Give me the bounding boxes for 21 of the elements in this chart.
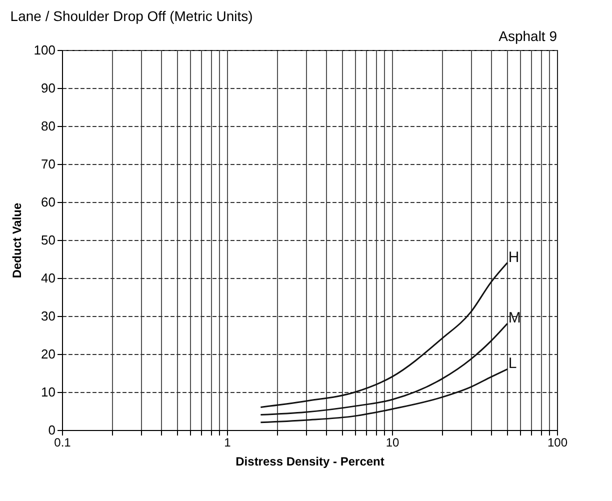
series-label: L: [508, 355, 517, 372]
x-axis-title: Distress Density - Percent: [236, 454, 384, 468]
y-tick-label: 80: [41, 118, 56, 134]
y-tick-label: 40: [41, 270, 56, 286]
x-tick-label: 0.1: [54, 436, 72, 450]
series-label: H: [508, 248, 520, 266]
y-tick-label: 50: [41, 232, 56, 248]
y-tick-label: 20: [41, 346, 56, 362]
y-tick-label: 30: [41, 308, 56, 324]
y-axis-title: Deduct Value: [10, 202, 24, 278]
y-tick-label: 10: [41, 384, 56, 400]
y-tick-label: 70: [41, 156, 56, 172]
text: Asphalt 9: [498, 28, 558, 44]
y-tick-label: 60: [41, 194, 56, 210]
x-tick-label: 1: [224, 436, 232, 450]
y-tick-label: 0: [48, 422, 56, 438]
x-tick-label: 100: [547, 436, 568, 450]
y-tick-label: 90: [41, 80, 56, 96]
chart-title: Lane / Shoulder Drop Off (Metric Units): [10, 8, 253, 24]
y-tick-label: 100: [34, 42, 56, 58]
x-tick-label: 10: [386, 436, 400, 450]
